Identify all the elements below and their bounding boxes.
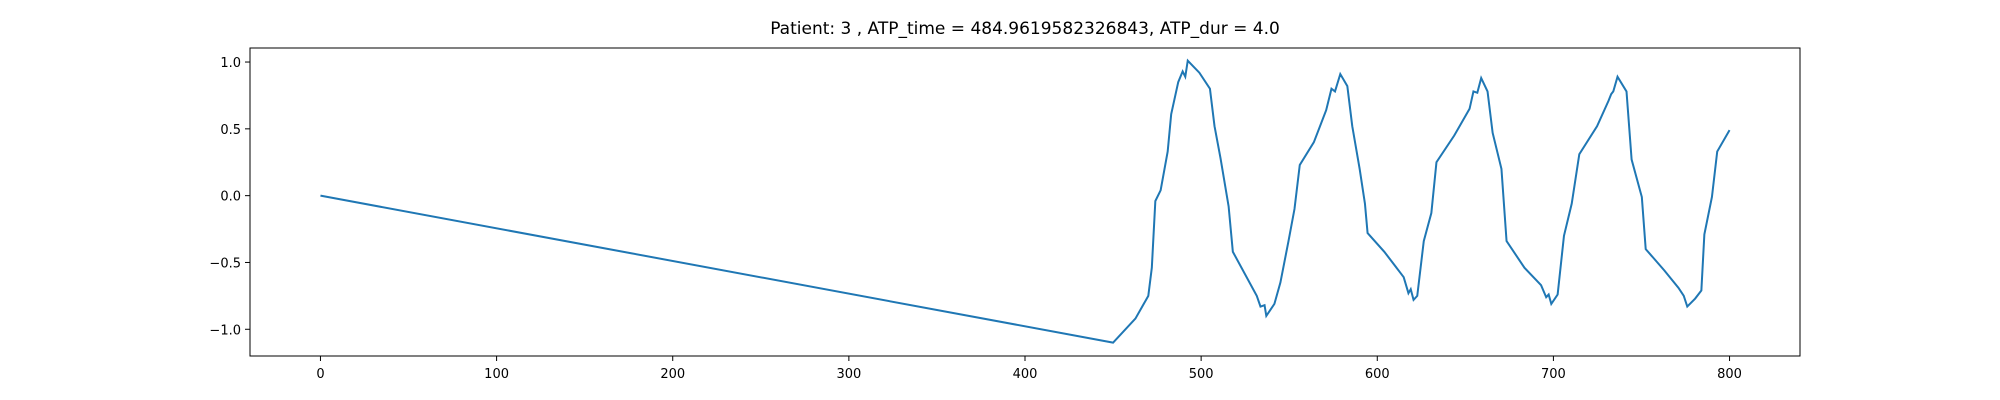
x-tick-label: 300 [836, 367, 861, 382]
y-tick-label: 1.0 [220, 56, 241, 71]
x-tick-label: 700 [1541, 367, 1566, 382]
x-tick-label: 100 [484, 367, 509, 382]
y-tick-label: −0.5 [209, 256, 241, 271]
chart-title: Patient: 3 , ATP_time = 484.961958232684… [770, 19, 1280, 39]
y-tick-label: 0.0 [220, 190, 241, 205]
y-tick-label: −1.0 [209, 323, 241, 338]
x-tick-label: 500 [1189, 367, 1214, 382]
x-tick-label: 800 [1717, 367, 1742, 382]
x-tick-label: 0 [316, 367, 324, 382]
x-tick-label: 200 [660, 367, 685, 382]
x-tick-label: 600 [1365, 367, 1390, 382]
x-tick-label: 400 [1013, 367, 1038, 382]
plot-frame [249, 47, 1801, 357]
y-tick-label: 0.5 [220, 123, 241, 138]
data-line [320, 58, 1731, 344]
